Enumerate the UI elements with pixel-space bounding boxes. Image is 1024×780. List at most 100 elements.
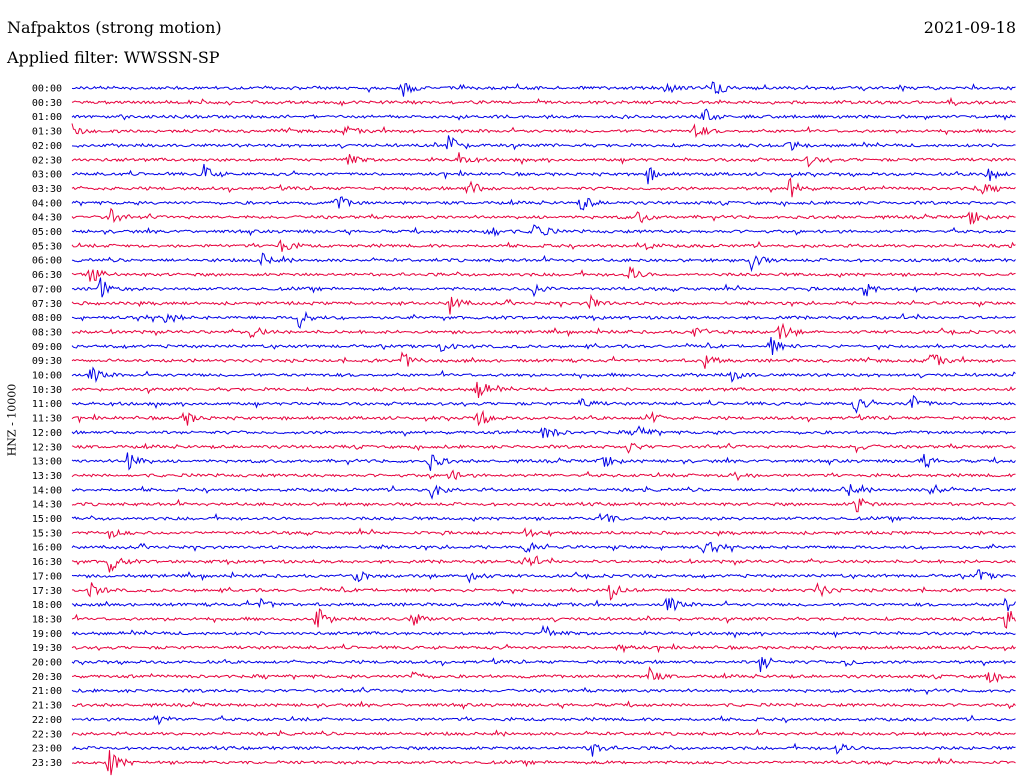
trace-row [71,96,1016,107]
trace-row [71,425,1016,439]
channel-label: HNZ - 10000 [5,383,19,457]
trace-row [71,81,1016,97]
row-time-label: 16:00 [32,543,62,554]
row-time-label: 14:30 [32,500,62,511]
trace-row [71,608,1016,629]
row-time-label: 15:00 [32,514,62,525]
row-time-label: 00:00 [32,84,62,95]
station-title: Nafpaktos (strong motion) [7,18,222,37]
trace-row [71,555,1016,573]
row-time-label: 20:00 [32,658,62,669]
trace-row [71,366,1016,383]
trace-row [71,512,1016,524]
row-time-label: 20:30 [32,672,62,683]
trace-row [71,135,1016,152]
date-label: 2021-09-18 [923,18,1016,37]
trace-row [71,123,1016,138]
trace-row [71,624,1016,639]
row-time-label: 22:00 [32,715,62,726]
row-time-label: 12:00 [32,428,62,439]
trace-row [71,657,1016,673]
row-time-label: 18:30 [32,614,62,625]
trace-row [71,642,1016,654]
trace-row [71,700,1016,710]
trace-row [71,597,1016,612]
row-time-label: 03:00 [32,170,62,181]
row-time-label: 22:30 [32,729,62,740]
row-time-label: 19:00 [32,629,62,640]
trace-row [71,196,1016,211]
row-time-label: 05:00 [32,227,62,238]
row-time-label: 01:00 [32,112,62,123]
trace-row [71,252,1016,273]
row-time-label: 10:30 [32,385,62,396]
trace-row [71,322,1016,340]
trace-row [71,277,1016,298]
trace-row [71,266,1016,282]
row-time-label: 21:00 [32,686,62,697]
trace-row [71,351,1016,369]
row-time-label: 04:30 [32,213,62,224]
trace-row [71,497,1016,513]
trace-row [71,381,1016,398]
trace-row [71,337,1016,355]
row-time-label: 11:30 [32,414,62,425]
row-time-label: 05:30 [32,241,62,252]
trace-row [71,224,1016,238]
row-time-label: 08:00 [32,313,62,324]
trace-row [71,177,1016,198]
row-time-label: 18:00 [32,600,62,611]
row-time-label: 21:30 [32,701,62,712]
trace-row [71,310,1016,329]
row-time-label: 13:00 [32,457,62,468]
trace-row [71,442,1016,454]
trace-row [71,239,1016,252]
row-time-label: 04:00 [32,198,62,209]
filter-label: Applied filter: WWSSN-SP [7,48,220,67]
row-time-label: 00:30 [32,98,62,109]
trace-row [71,163,1016,185]
trace-row [71,569,1016,584]
trace-row [71,452,1016,471]
row-time-label: 03:30 [32,184,62,195]
trace-row [71,666,1016,684]
trace-row [72,582,1016,601]
trace-row [71,541,1016,554]
trace-row [71,409,1016,427]
row-time-label: 02:30 [32,155,62,166]
row-time-label: 06:00 [32,256,62,267]
row-time-label: 14:00 [32,485,62,496]
trace-row [71,293,1016,315]
trace-row [71,686,1016,696]
row-time-label: 12:30 [32,442,62,453]
row-time-label: 17:00 [32,571,62,582]
row-time-label: 15:30 [32,528,62,539]
trace-row [71,394,1016,414]
row-time-label: 11:00 [32,399,62,410]
trace-row [71,714,1016,726]
trace-row [71,207,1016,225]
trace-row [71,469,1016,482]
trace-row [71,742,1016,757]
trace-row [71,152,1016,168]
trace-row [71,750,1016,776]
row-time-label: 23:00 [32,744,62,755]
row-time-label: 01:30 [32,127,62,138]
row-time-label: 08:30 [32,327,62,338]
trace-row [71,527,1016,539]
trace-row [71,728,1016,737]
row-time-label: 19:30 [32,643,62,654]
trace-row [71,108,1016,121]
row-time-label: 02:00 [32,141,62,152]
row-time-label: 09:30 [32,356,62,367]
trace-row [71,483,1016,500]
row-time-label: 09:00 [32,342,62,353]
row-time-label: 17:30 [32,586,62,597]
row-time-label: 23:30 [32,758,62,769]
row-time-label: 10:00 [32,371,62,382]
row-time-label: 13:30 [32,471,62,482]
row-time-label: 06:30 [32,270,62,281]
row-time-label: 07:30 [32,299,62,310]
row-time-label: 16:30 [32,557,62,568]
